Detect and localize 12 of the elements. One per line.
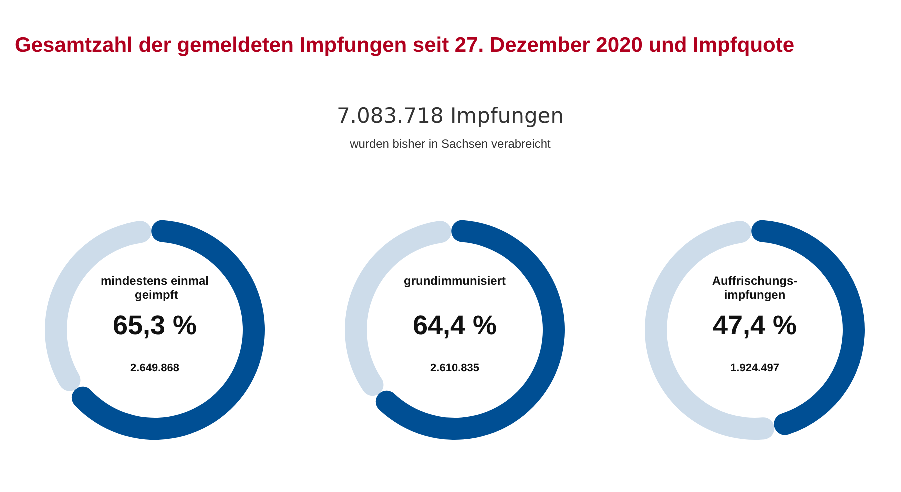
text: Auffrischungs-impfungen: [712, 274, 798, 302]
data-label: 64,4 %: [412, 310, 498, 340]
text: wurden bisher in Sachsen verabreicht: [349, 137, 552, 151]
text: 2.610.835: [430, 362, 480, 374]
text: grundimmunisiert: [404, 274, 506, 288]
data-label: 47,4 %: [712, 310, 798, 340]
text: 7.083.718 Impfungen: [336, 104, 566, 128]
text: 2.649.868: [130, 362, 180, 374]
data-label: 65,3 %: [112, 310, 198, 340]
text: mindestens einmal geimpft: [100, 274, 210, 302]
text: 1.924.497: [730, 362, 780, 374]
text: Gesamtzahl der gemeldeten Impfungen seit 27. Dezember 2020 und Impfquote: [15, 34, 795, 58]
